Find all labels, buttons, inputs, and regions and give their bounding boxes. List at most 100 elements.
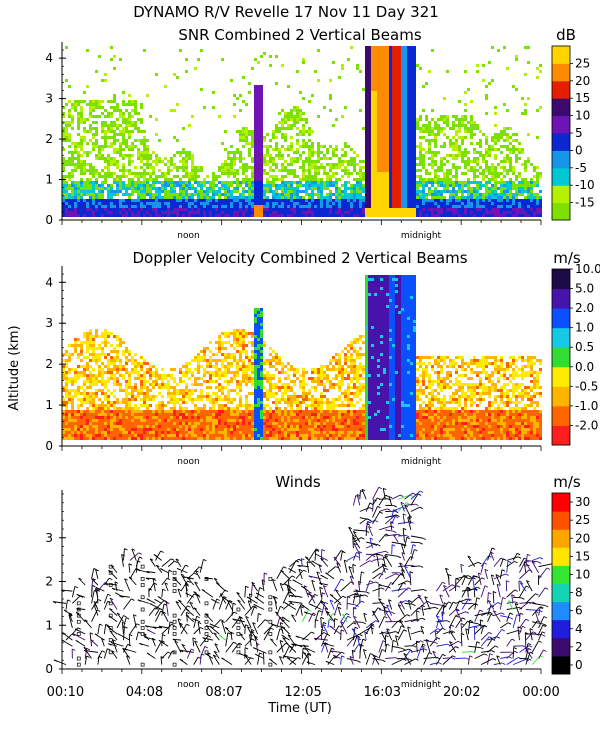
x-tick-label: 04:08 [126, 685, 163, 700]
colorbar-2-swatch [552, 327, 570, 348]
panel-1-ytick-label: 4 [45, 51, 53, 65]
x-tick-label: 08:07 [205, 685, 242, 700]
colorbar-1-swatch [552, 167, 570, 186]
colorbar-2-swatch [552, 425, 570, 446]
colorbar-3-label: 4 [575, 622, 583, 636]
panel-2-ytick-label: 3 [45, 316, 53, 330]
midnight-label: midnight [401, 680, 442, 690]
colorbar-1-swatch [552, 80, 570, 99]
colorbar-3-swatch [552, 529, 570, 548]
axes-group: 0 1 2 3 4 noon midnight 0 1 2 3 4 noon midnight 0 1 2 3 no… [45, 42, 560, 700]
colorbar-3-label: 8 [575, 586, 583, 600]
colorbar-3-label: 0 [575, 658, 583, 672]
colorbar-2-label: -1.0 [575, 399, 598, 413]
colorbar-2-label: -0.5 [575, 379, 598, 393]
panel-2-ytick-label: 4 [45, 275, 53, 289]
colorbar-3-label: 10 [575, 567, 590, 581]
colorbar-3-label: 20 [575, 531, 590, 545]
panel-1-ytick-label: 3 [45, 92, 53, 106]
colorbar-2-label: 1.0 [575, 321, 594, 335]
colorbar-1-label: -5 [575, 161, 587, 175]
panel-3-ytick-label: 1 [45, 618, 53, 632]
x-tick-label: 00:10 [47, 685, 84, 700]
colorbar-2-swatch [552, 269, 570, 290]
colorbar-3-label: 30 [575, 495, 590, 509]
panel-1-ytick-label: 2 [45, 132, 53, 146]
x-axis-label: Time (UT) [267, 701, 332, 716]
noon-label: noon [177, 680, 199, 690]
colorbar-1-label: 5 [575, 126, 583, 140]
snr-heatmap [62, 46, 542, 217]
colorbar-3-swatch [552, 583, 570, 603]
snr-colorbar-unit: dB [556, 26, 576, 44]
figure-title: DYNAMO R/V Revelle 17 Nov 11 Day 321 [133, 3, 439, 21]
colorbar-2-swatch [552, 405, 570, 426]
velocity-colorbar-unit: m/s [553, 249, 581, 267]
colorbar-2-label: 10.0 [575, 262, 600, 276]
colorbar-3-label: 6 [575, 604, 583, 618]
colorbar-1-label: 0 [575, 143, 583, 157]
colorbar-2-swatch [552, 386, 570, 407]
colorbar-2-label: -2.0 [575, 418, 598, 432]
panel-2-ytick-label: 0 [45, 439, 53, 453]
colorbar-3-label: 2 [575, 640, 583, 654]
panel-1-ytick-label: 0 [45, 213, 53, 227]
colorbar-1-label: 20 [575, 74, 590, 88]
colorbar-3-swatch [552, 511, 570, 530]
winds-colorbar-unit: m/s [553, 473, 581, 491]
colorbar-1-swatch [552, 150, 570, 169]
colorbar-3-swatch [552, 619, 570, 639]
colorbar-1-swatch [552, 98, 570, 117]
x-tick-label: 20:02 [443, 685, 480, 700]
colorbar-3-swatch [552, 547, 570, 566]
x-tick-label: 12:05 [284, 685, 321, 700]
colorbar-1-swatch [552, 115, 570, 134]
colorbar-3-swatch [552, 601, 570, 621]
colorbar-2-swatch [552, 308, 570, 329]
colorbar-3-swatch [552, 565, 570, 584]
midnight-label: midnight [401, 457, 442, 467]
colorbar-2-swatch [552, 366, 570, 387]
panel-3-ytick-label: 3 [45, 531, 53, 545]
colorbar-1-swatch [552, 46, 570, 64]
panel-2-ytick-label: 2 [45, 357, 53, 371]
colorbar-1-label: 25 [575, 56, 590, 70]
y-axis-label: Altitude (km) [7, 325, 22, 410]
colorbar-3-label: 15 [575, 549, 590, 563]
colorbar-1-label: -10 [575, 178, 595, 192]
colorbars-group: -15-10-50510152025-2.0-1.0-0.50.00.51.02… [551, 45, 600, 675]
x-tick-label: 00:00 [522, 685, 559, 700]
colorbar-2-swatch [552, 347, 570, 368]
colorbar-1-swatch [552, 202, 570, 221]
colorbar-2-label: 2.0 [575, 301, 594, 315]
colorbar-1-label: 15 [575, 91, 590, 105]
winds-barb-plot [52, 486, 555, 667]
colorbar-3-swatch [552, 655, 570, 675]
colorbar-3-label: 25 [575, 513, 590, 527]
panel-1-ytick-label: 1 [45, 173, 53, 187]
colorbar-1-swatch [552, 133, 570, 151]
midnight-label: midnight [401, 231, 442, 241]
colorbar-1-swatch [552, 185, 570, 204]
colorbar-1-label: 10 [575, 109, 590, 123]
colorbar-2-frame [551, 268, 571, 446]
panel-2-ytick-label: 1 [45, 398, 53, 412]
colorbar-2-swatch [552, 288, 570, 309]
colorbar-1-swatch [552, 63, 570, 82]
noon-label: noon [177, 457, 199, 467]
colorbar-3-swatch [552, 493, 570, 512]
panel-3-ytick-label: 0 [45, 662, 53, 676]
velocity-panel-title: Doppler Velocity Combined 2 Vertical Bea… [132, 249, 467, 267]
panel-3-ytick-label: 2 [45, 575, 53, 589]
noon-label: noon [177, 231, 199, 241]
colorbar-2-label: 0.0 [575, 360, 594, 374]
snr-panel-title: SNR Combined 2 Vertical Beams [178, 26, 421, 44]
colorbar-3-frame [551, 492, 571, 675]
colorbar-2-label: 0.5 [575, 340, 594, 354]
winds-panel-title: Winds [275, 473, 321, 491]
colorbar-2-label: 5.0 [575, 282, 594, 296]
x-tick-label: 16:03 [364, 685, 401, 700]
colorbar-1-label: -15 [575, 196, 595, 210]
colorbar-3-swatch [552, 637, 570, 657]
